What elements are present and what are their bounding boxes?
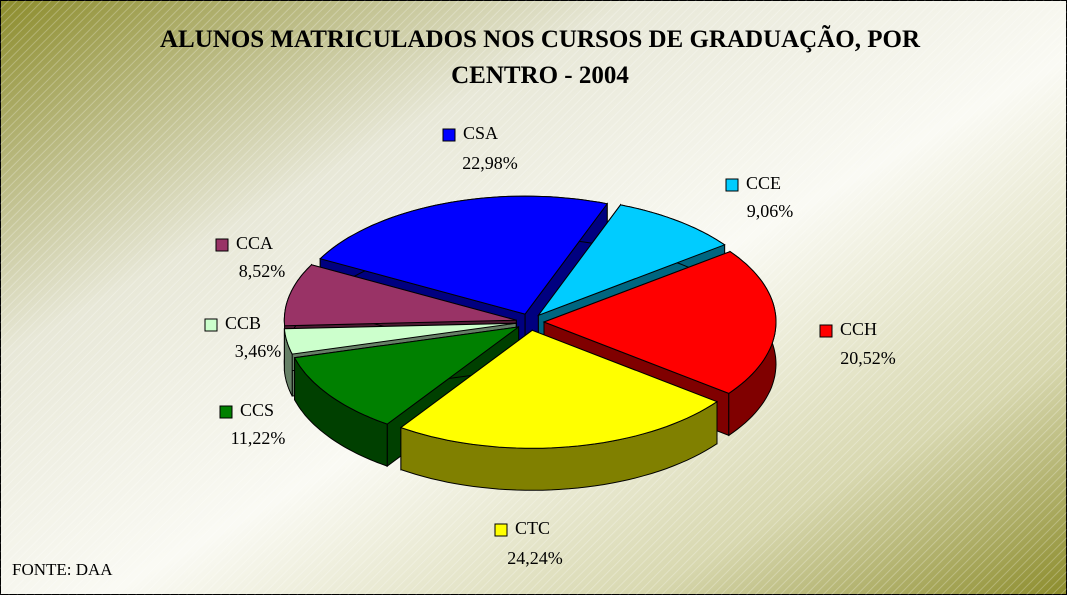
- source-note: FONTE: DAA: [12, 560, 113, 579]
- value-label: 11,22%: [231, 428, 286, 448]
- slice: [283, 264, 517, 327]
- value-label: 20,52%: [840, 348, 896, 368]
- legend-swatch: [442, 128, 456, 142]
- legend-swatch: [819, 324, 833, 338]
- category-label: CCH: [840, 319, 877, 339]
- legend-swatch: [204, 318, 218, 332]
- legend-swatch: [725, 178, 739, 192]
- value-label: 9,06%: [747, 201, 794, 221]
- slice: [542, 251, 777, 394]
- category-label: CSA: [463, 123, 498, 143]
- slice: [399, 329, 719, 449]
- slice: [283, 322, 517, 355]
- value-label: 3,46%: [235, 341, 282, 361]
- value-label: 8,52%: [239, 261, 286, 281]
- slice: [536, 204, 726, 317]
- slice: [293, 326, 519, 425]
- category-label: CTC: [515, 518, 550, 538]
- legend-swatch: [494, 523, 508, 537]
- value-label: 22,98%: [462, 153, 518, 173]
- slice: [319, 195, 609, 315]
- category-label: CCS: [240, 400, 274, 420]
- labels: CSA 22,98% CCE 9,06% CCH 20,52% CTC 24,24% CCS 11…: [204, 123, 896, 568]
- pie: [283, 195, 777, 491]
- legend-swatch: [215, 238, 229, 252]
- legend-swatch: [219, 405, 233, 419]
- category-label: CCB: [225, 313, 261, 333]
- chart-title: ALUNOS MATRICULADOS NOS CURSOS DE GRADUA…: [159, 26, 921, 89]
- category-label: CCA: [236, 233, 273, 253]
- value-label: 24,24%: [507, 548, 563, 568]
- category-label: CCE: [746, 173, 781, 193]
